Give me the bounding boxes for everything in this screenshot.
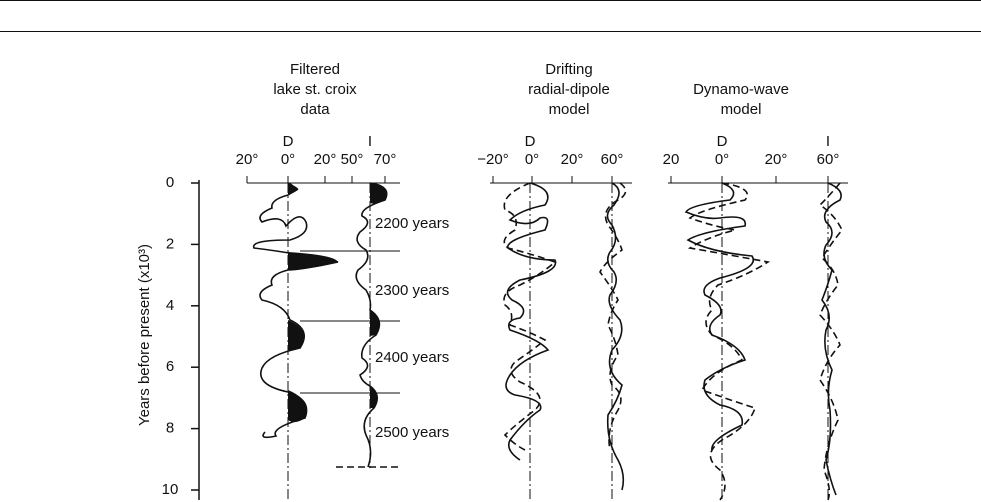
axis-label: D bbox=[525, 133, 536, 150]
y-tick-label: 0 bbox=[166, 174, 174, 191]
annotation: 2500 years bbox=[375, 424, 449, 441]
x-tick-label: −20° bbox=[477, 151, 508, 168]
x-tick-label: 20° bbox=[236, 151, 259, 168]
dipole-curves bbox=[503, 182, 627, 491]
panel-title: Dynamo-wave bbox=[693, 81, 789, 98]
panel-title: model bbox=[549, 101, 590, 118]
y-axis-label: Years before present (x10³) bbox=[136, 244, 153, 426]
reference-lines bbox=[247, 182, 848, 500]
axis-label: I bbox=[368, 133, 372, 150]
x-tick-label: 70° bbox=[374, 151, 397, 168]
panel-title: radial-dipole bbox=[528, 81, 610, 98]
x-tick-label: 60° bbox=[601, 151, 624, 168]
annotation: 2200 years bbox=[375, 215, 449, 232]
lake-curves bbox=[252, 182, 388, 468]
x-tick-label: 0° bbox=[525, 151, 539, 168]
y-tick-label: 10 bbox=[162, 481, 179, 498]
annotation: 2300 years bbox=[375, 282, 449, 299]
panel-title: lake st. croix bbox=[273, 81, 357, 98]
annotation: 2400 years bbox=[375, 349, 449, 366]
panel-title: Drifting bbox=[545, 61, 593, 78]
y-tick-label: 2 bbox=[166, 235, 174, 252]
panel-title: model bbox=[721, 101, 762, 118]
dynamo-curves bbox=[684, 182, 843, 501]
x-tick-label: 0° bbox=[715, 151, 729, 168]
x-tick-label: 20° bbox=[765, 151, 788, 168]
panel-title: Filtered bbox=[290, 61, 340, 78]
axis-label: D bbox=[283, 133, 294, 150]
x-tick-label: 60° bbox=[817, 151, 840, 168]
axis-label: I bbox=[826, 133, 830, 150]
y-tick-label: 8 bbox=[166, 420, 174, 437]
y-tick-label: 4 bbox=[166, 297, 174, 314]
x-tick-label: 20 bbox=[663, 151, 680, 168]
axis-label: D bbox=[717, 133, 728, 150]
y-tick-label: 6 bbox=[166, 358, 174, 375]
x-tick-label: 0° bbox=[281, 151, 295, 168]
x-tick-label: 20° bbox=[561, 151, 584, 168]
x-tick-label: 20° bbox=[314, 151, 337, 168]
x-tick-label: 50° bbox=[341, 151, 364, 168]
panel-title: data bbox=[300, 101, 330, 118]
